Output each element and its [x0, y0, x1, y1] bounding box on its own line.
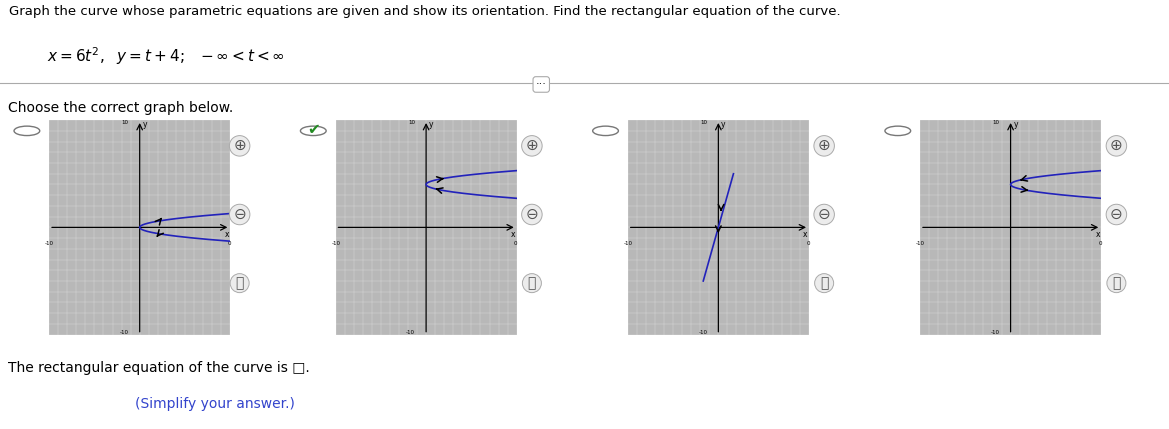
Text: x: x — [511, 230, 516, 239]
Text: Choose the correct graph below.: Choose the correct graph below. — [8, 101, 233, 115]
Text: ⊖: ⊖ — [1111, 207, 1122, 222]
Text: y: y — [429, 120, 434, 129]
Text: ⧉: ⧉ — [527, 276, 537, 290]
Text: -10: -10 — [916, 241, 925, 246]
Text: (Simplify your answer.): (Simplify your answer.) — [134, 396, 295, 411]
Text: ⊖: ⊖ — [818, 207, 830, 222]
Text: ⊕: ⊕ — [234, 139, 245, 153]
Text: -10: -10 — [699, 330, 707, 335]
Text: ⊖: ⊖ — [526, 207, 538, 222]
Text: 10: 10 — [122, 120, 129, 125]
Text: -10: -10 — [624, 241, 632, 246]
Text: ⧉: ⧉ — [235, 276, 244, 290]
Text: y: y — [143, 120, 147, 129]
Text: ⊖: ⊖ — [234, 207, 245, 222]
Text: x: x — [803, 230, 808, 239]
Text: ✔: ✔ — [307, 123, 319, 137]
Text: 0: 0 — [807, 241, 810, 246]
Text: y: y — [721, 120, 726, 129]
Text: The rectangular equation of the curve is □.: The rectangular equation of the curve is… — [8, 361, 310, 375]
Text: 0: 0 — [228, 241, 231, 246]
Text: $x = 6t^2$$,\ \ y = t+4;\ \ -\infty < t < \infty$: $x = 6t^2$$,\ \ y = t+4;\ \ -\infty < t … — [47, 45, 285, 67]
Text: ⊕: ⊕ — [1111, 139, 1122, 153]
Text: 0: 0 — [514, 241, 518, 246]
Text: -10: -10 — [46, 241, 54, 246]
Text: -10: -10 — [407, 330, 415, 335]
Text: x: x — [1095, 230, 1100, 239]
Text: x: x — [224, 230, 229, 239]
Text: Graph the curve whose parametric equations are given and show its orientation. F: Graph the curve whose parametric equatio… — [9, 5, 841, 18]
Text: ⧉: ⧉ — [819, 276, 829, 290]
Text: 10: 10 — [408, 120, 415, 125]
Text: 10: 10 — [992, 120, 999, 125]
Text: y: y — [1014, 120, 1018, 129]
Text: 10: 10 — [700, 120, 707, 125]
Text: 0: 0 — [1099, 241, 1102, 246]
Text: ···: ··· — [535, 79, 547, 90]
Text: ⧉: ⧉ — [1112, 276, 1121, 290]
Text: ⊕: ⊕ — [526, 139, 538, 153]
Text: -10: -10 — [332, 241, 340, 246]
Text: ⊕: ⊕ — [818, 139, 830, 153]
Text: -10: -10 — [120, 330, 129, 335]
Text: -10: -10 — [991, 330, 999, 335]
